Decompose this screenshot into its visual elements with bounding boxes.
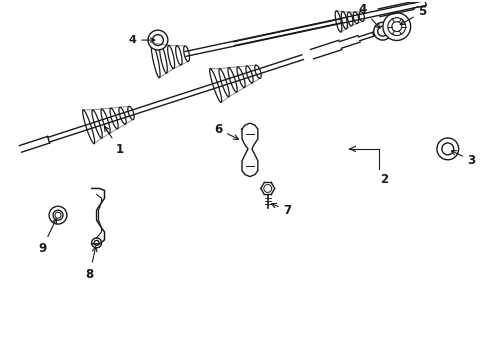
Text: 1: 1 (104, 126, 123, 156)
Text: 6: 6 (214, 123, 238, 139)
Text: 4: 4 (128, 35, 155, 45)
Text: 8: 8 (85, 247, 97, 280)
Text: 5: 5 (400, 5, 426, 24)
Text: 9: 9 (38, 219, 56, 255)
Circle shape (148, 30, 167, 50)
Circle shape (391, 22, 401, 32)
Text: 4: 4 (358, 3, 379, 28)
Circle shape (53, 210, 63, 220)
Circle shape (436, 138, 458, 160)
Circle shape (377, 26, 387, 36)
Circle shape (49, 206, 67, 224)
Text: 3: 3 (450, 151, 475, 167)
Circle shape (91, 238, 102, 248)
Text: 2: 2 (380, 173, 388, 186)
Circle shape (373, 22, 391, 40)
Circle shape (152, 35, 163, 45)
Circle shape (441, 143, 453, 155)
Text: 7: 7 (271, 203, 291, 217)
Circle shape (382, 13, 410, 40)
Circle shape (387, 18, 405, 36)
Circle shape (94, 240, 99, 246)
